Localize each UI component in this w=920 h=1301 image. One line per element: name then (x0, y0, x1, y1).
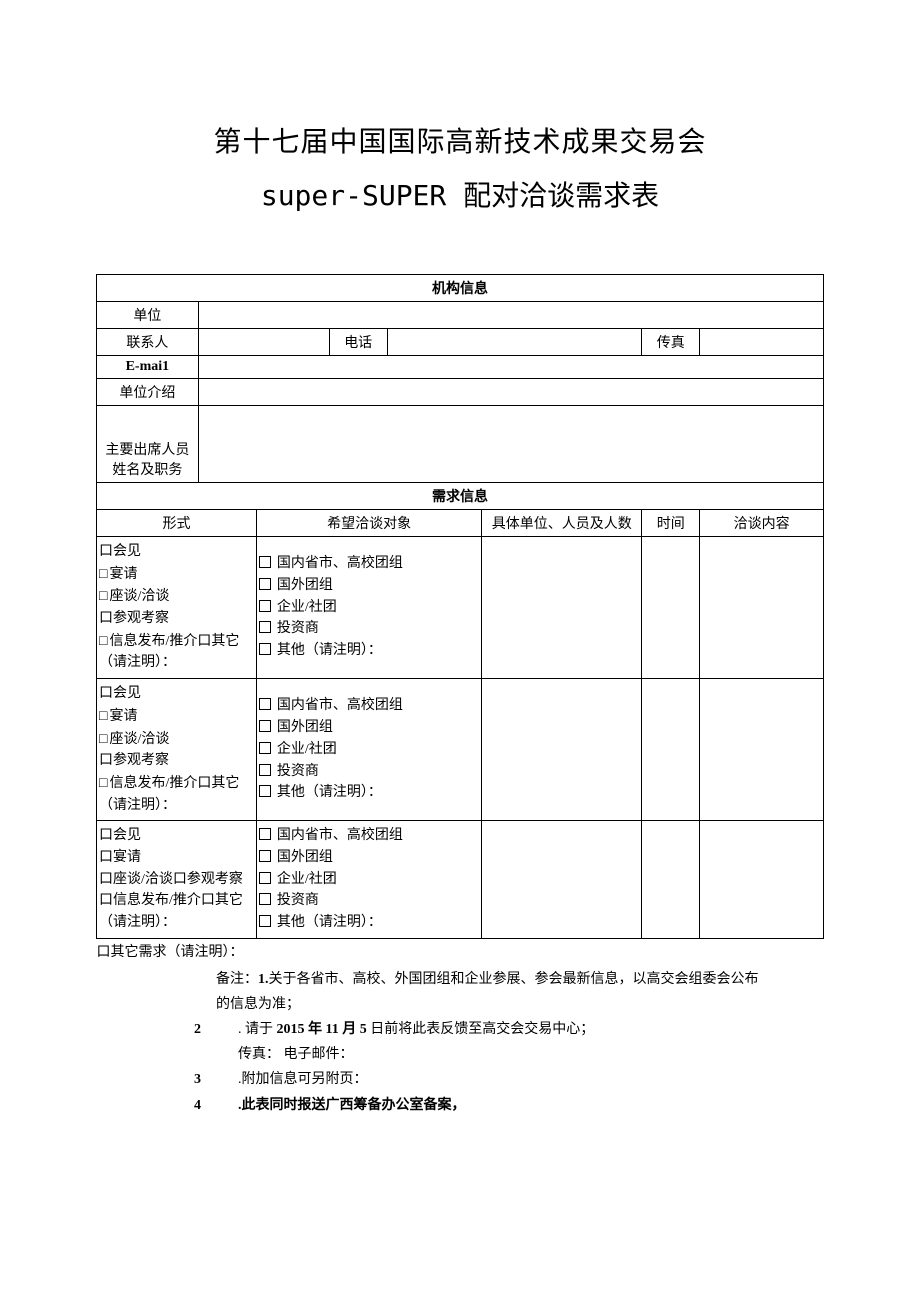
note-2b: 传真： 电子邮件： (216, 1042, 824, 1067)
section-row: 机构信息 (97, 275, 824, 302)
input-attendees[interactable] (198, 406, 823, 483)
input-unit[interactable] (198, 302, 823, 329)
form-options[interactable]: 口会见 □宴请 □座谈/洽谈 口参观考察 □信息发布/推介口其它 （请注明）： (97, 537, 257, 679)
demand-row: 口会见 口宴请 口座谈/洽谈口参观考察 口信息发布/推介口其它 （请注明）： 国… (97, 821, 824, 938)
hdr-form: 形式 (97, 510, 257, 537)
target-options[interactable]: 国内省市、高校团组 国外团组 企业/社团 投资商 其他（请注明）： (256, 679, 481, 821)
input-detail[interactable] (482, 537, 642, 679)
demand-row: 口会见 □宴请 □座谈/洽谈 口参观考察 □信息发布/推介口其它 （请注明）： … (97, 679, 824, 821)
row-other-demand: 口其它需求（请注明）： (97, 938, 824, 961)
note-2: 2. 请于 2015 年 11 月 5 日前将此表反馈至高交会交易中心； (216, 1017, 824, 1042)
hdr-content: 洽谈内容 (700, 510, 824, 537)
input-fax[interactable] (700, 329, 824, 356)
label-contact: 联系人 (97, 329, 199, 356)
input-contact[interactable] (198, 329, 329, 356)
input-intro[interactable] (198, 379, 823, 406)
other-demand[interactable]: 口其它需求（请注明）： (97, 938, 824, 961)
label-fax: 传真 (642, 329, 700, 356)
demand-header-row: 形式 希望洽谈对象 具体单位、人员及人数 时间 洽谈内容 (97, 510, 824, 537)
section1-header: 机构信息 (97, 275, 824, 302)
label-intro: 单位介绍 (97, 379, 199, 406)
hdr-target: 希望洽谈对象 (256, 510, 481, 537)
section2-header: 需求信息 (97, 483, 824, 510)
input-content[interactable] (700, 537, 824, 679)
hdr-time: 时间 (642, 510, 700, 537)
demand-row: 口会见 □宴请 □座谈/洽谈 口参观考察 □信息发布/推介口其它 （请注明）： … (97, 537, 824, 679)
input-time[interactable] (642, 821, 700, 938)
input-phone[interactable] (387, 329, 641, 356)
input-email[interactable] (198, 356, 823, 379)
row-intro: 单位介绍 (97, 379, 824, 406)
notes-block: 备注：1.关于各省市、高校、外国团组和企业参展、参会最新信息，以高交会组委会公布… (96, 967, 824, 1118)
target-options[interactable]: 国内省市、高校团组 国外团组 企业/社团 投资商 其他（请注明）： (256, 537, 481, 679)
input-content[interactable] (700, 821, 824, 938)
label-attendees: 主要出席人员 姓名及职务 (97, 406, 199, 483)
note-3: 3.附加信息可另附页： (216, 1067, 824, 1092)
row-attendees: 主要出席人员 姓名及职务 (97, 406, 824, 483)
note-1: 备注：1.关于各省市、高校、外国团组和企业参展、参会最新信息，以高交会组委会公布 (216, 967, 824, 992)
row-email: E-mai1 (97, 356, 824, 379)
input-detail[interactable] (482, 679, 642, 821)
title-line-1: 第十七届中国国际高新技术成果交易会 (96, 120, 824, 160)
input-time[interactable] (642, 679, 700, 821)
note-1b: 的信息为准； (216, 992, 824, 1017)
input-detail[interactable] (482, 821, 642, 938)
section-row-2: 需求信息 (97, 483, 824, 510)
target-options[interactable]: 国内省市、高校团组 国外团组 企业/社团 投资商 其他（请注明）： (256, 821, 481, 938)
note-4: 4.此表同时报送广西筹备办公室备案， (216, 1093, 824, 1118)
hdr-detail: 具体单位、人员及人数 (482, 510, 642, 537)
row-contact: 联系人 电话 传真 (97, 329, 824, 356)
input-content[interactable] (700, 679, 824, 821)
title-block: 第十七届中国国际高新技术成果交易会 super-SUPER 配对洽谈需求表 (96, 120, 824, 214)
label-email: E-mai1 (97, 356, 199, 379)
label-unit: 单位 (97, 302, 199, 329)
form-options[interactable]: 口会见 口宴请 口座谈/洽谈口参观考察 口信息发布/推介口其它 （请注明）： (97, 821, 257, 938)
form-table: 机构信息 单位 联系人 电话 传真 E-mai1 单位介绍 主要出席人员 姓名及… (96, 274, 824, 961)
row-unit: 单位 (97, 302, 824, 329)
label-phone: 电话 (329, 329, 387, 356)
form-options[interactable]: 口会见 □宴请 □座谈/洽谈 口参观考察 □信息发布/推介口其它 （请注明）： (97, 679, 257, 821)
title-line-2: super-SUPER 配对洽谈需求表 (96, 174, 824, 214)
input-time[interactable] (642, 537, 700, 679)
